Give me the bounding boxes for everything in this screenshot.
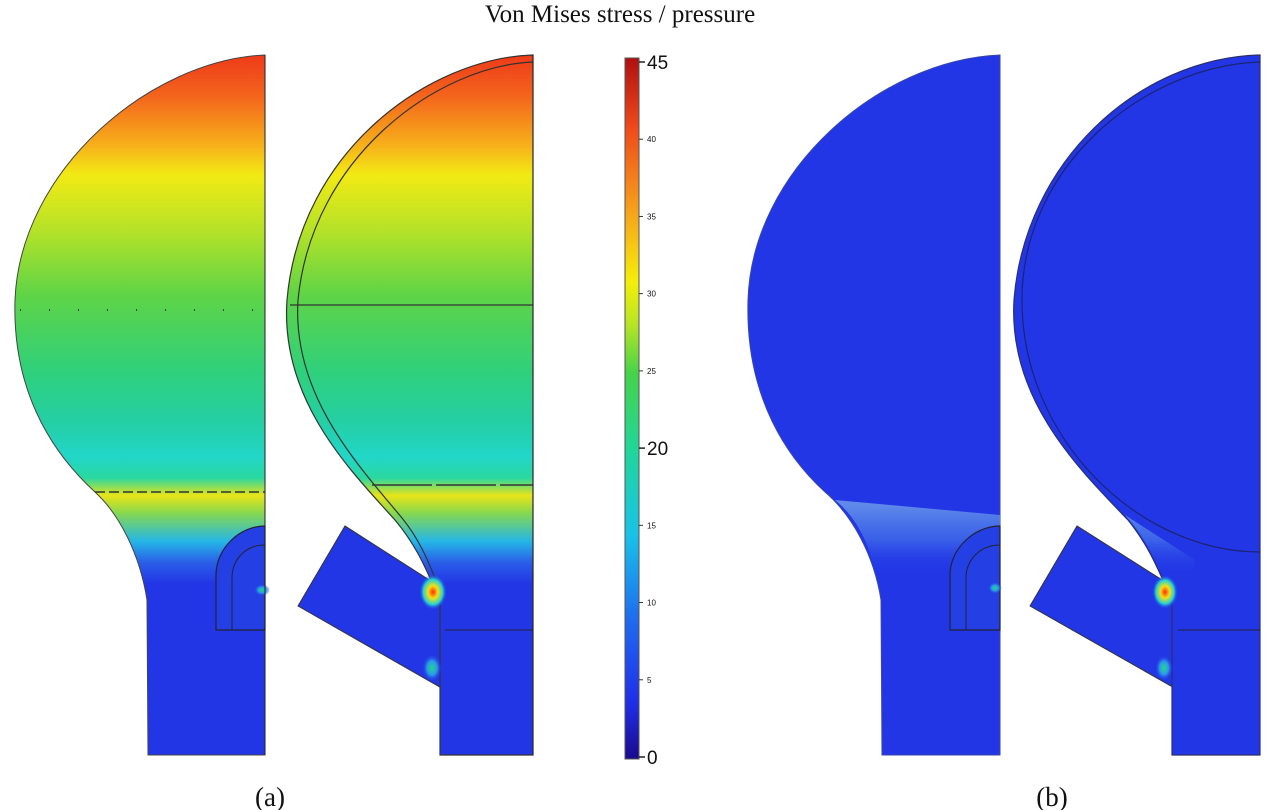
stress-hotspot — [419, 574, 447, 610]
panel-b-model-1 — [747, 54, 1002, 756]
colorbar-major-label: 0 — [647, 748, 658, 769]
inner-sphere-outline — [1021, 61, 1261, 553]
panel-a-label: (a) — [255, 782, 285, 810]
colorbar-minor-label: 25 — [647, 367, 656, 376]
colorbar-minor-label: 15 — [647, 521, 656, 530]
pressure-vessel-shape — [14, 54, 266, 756]
colorbar-minor-label: 40 — [647, 135, 656, 144]
colorbar-ticks: 45 20 0 40 35 30 25 15 10 5 — [639, 53, 668, 769]
colorbar: 45 20 0 40 35 30 25 15 10 5 — [624, 53, 668, 769]
inner-liner-curve — [297, 61, 534, 601]
colorbar-major-label: 20 — [647, 439, 668, 460]
panel-a: (a) — [14, 54, 534, 810]
colorbar-minor-label: 5 — [647, 676, 652, 685]
panel-b-label: (b) — [1036, 782, 1067, 810]
stress-hotspot — [1155, 655, 1173, 681]
pressure-vessel-shape — [1013, 54, 1261, 756]
colorbar-major-label: 45 — [647, 53, 668, 74]
colorbar-minor-label: 35 — [647, 212, 656, 221]
panel-a-model-2 — [285, 54, 534, 756]
nozzle-cutout — [949, 525, 1001, 631]
neck-stress-zone — [1125, 515, 1195, 600]
panel-b-model-2 — [1013, 54, 1261, 756]
stress-hotspot — [254, 584, 270, 596]
nozzle-inner-arc — [965, 544, 1001, 630]
stress-hotspot — [1152, 575, 1178, 609]
pressure-vessel-shape — [747, 54, 1001, 756]
figure-title: Von Mises stress / pressure — [485, 1, 755, 28]
panel-b: (b) — [747, 54, 1261, 810]
pressure-vessel-shape — [285, 54, 534, 756]
panel-a-model-1 — [14, 54, 270, 756]
stress-hotspot — [988, 582, 1002, 594]
nozzle-cutout — [215, 525, 266, 631]
stress-hotspot — [422, 654, 442, 682]
nozzle-inner-arc — [231, 544, 266, 630]
colorbar-minor-label: 10 — [647, 599, 656, 608]
colorbar-minor-label: 30 — [647, 290, 656, 299]
colorbar-bar — [624, 57, 640, 760]
